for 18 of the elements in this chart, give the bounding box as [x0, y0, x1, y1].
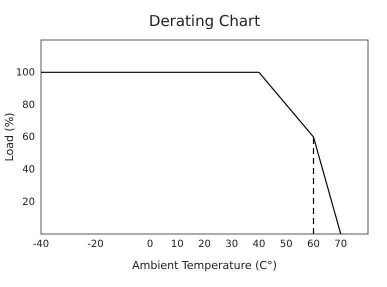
x-tick-label: 40 [252, 239, 266, 250]
x-tick-label: 0 [146, 239, 154, 250]
x-tick-label: 60 [307, 239, 320, 250]
x-tick-label: 20 [198, 239, 211, 250]
y-tick-label: 40 [22, 164, 35, 176]
y-axis-title: Load (%) [3, 112, 16, 162]
chart-title: Derating Chart [148, 12, 260, 30]
x-tick-label: -40 [32, 239, 50, 250]
x-axis-title: Ambient Temperature (C°) [132, 259, 277, 272]
x-tick-label: 70 [334, 239, 348, 250]
x-tick-label: 50 [280, 239, 293, 250]
x-tick-label: -20 [87, 239, 104, 250]
y-tick-label: 20 [22, 196, 35, 208]
y-tick-label: 80 [22, 100, 35, 111]
x-tick-label: 30 [225, 239, 238, 250]
y-tick-label: 100 [16, 68, 35, 79]
x-tick-label: 10 [170, 239, 184, 250]
y-tick-label: 60 [22, 132, 35, 144]
